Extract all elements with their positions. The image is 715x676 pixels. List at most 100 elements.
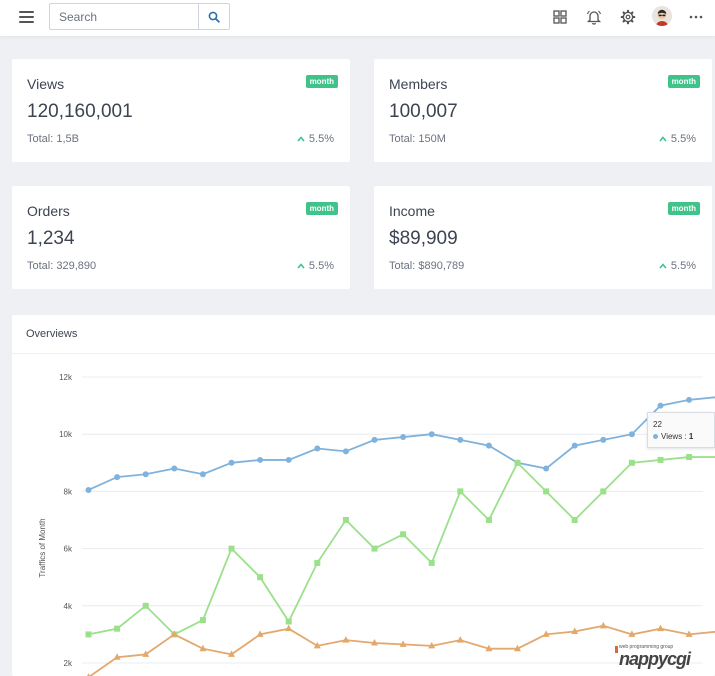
search-box — [49, 3, 230, 30]
stat-card-views: Views 120,160,001 Total: 1,5B month 5.5% — [12, 59, 350, 162]
data-point — [228, 650, 235, 657]
data-point — [456, 636, 464, 643]
data-point — [485, 442, 492, 449]
trend-value: 5.5% — [308, 260, 334, 272]
data-point — [142, 602, 149, 609]
stat-card-members: Members 100,007 Total: 150M month 5.5% — [374, 59, 712, 162]
stat-card-orders: Orders 1,234 Total: 329,890 month 5.5% — [12, 186, 350, 289]
stat-total: Total: $890,789 — [389, 260, 465, 272]
trend-indicator: 5.5% — [297, 133, 334, 145]
more-icon[interactable] — [687, 8, 705, 26]
period-badge: month — [305, 202, 338, 215]
data-point — [87, 673, 90, 676]
stat-total: Total: 329,890 — [27, 260, 97, 272]
trend-value: 5.5% — [308, 133, 334, 145]
watermark-name: nappycgi — [619, 649, 691, 669]
y-tick-label: 12k — [59, 373, 73, 382]
data-point — [514, 459, 521, 466]
data-point — [114, 474, 121, 481]
arrow-up-icon — [297, 263, 305, 269]
trend-indicator: 5.5% — [659, 260, 696, 272]
data-point — [170, 630, 178, 637]
tooltip-x-label: 22 — [653, 420, 662, 429]
data-point — [400, 531, 407, 538]
trend-value: 5.5% — [670, 133, 696, 145]
data-point — [686, 454, 693, 461]
tooltip-series-row: Views : 1 — [653, 432, 693, 441]
bell-icon[interactable] — [585, 8, 603, 26]
data-point — [285, 618, 292, 625]
tooltip-color-dot — [653, 434, 658, 439]
data-point — [199, 644, 207, 652]
data-point — [171, 465, 178, 472]
stat-title: Orders — [27, 203, 70, 219]
series-line — [88, 396, 715, 491]
data-point — [543, 465, 550, 472]
data-point — [256, 630, 264, 637]
data-point — [113, 653, 121, 660]
data-point — [657, 402, 664, 409]
data-point — [485, 644, 493, 652]
panel-title: Overviews — [26, 328, 78, 340]
data-point — [399, 640, 407, 647]
data-point — [314, 445, 321, 452]
data-point — [600, 488, 607, 495]
gear-icon[interactable] — [619, 8, 637, 26]
search-button[interactable] — [198, 4, 229, 29]
data-point — [85, 631, 92, 638]
data-point — [371, 545, 378, 552]
data-point — [685, 630, 693, 637]
data-point — [457, 488, 464, 495]
data-point — [199, 617, 206, 624]
data-point — [228, 459, 235, 466]
data-point — [628, 431, 635, 438]
data-point — [313, 641, 321, 649]
data-point — [543, 488, 550, 495]
arrow-up-icon — [659, 136, 667, 142]
stat-title: Members — [389, 76, 448, 92]
data-point — [628, 459, 635, 466]
data-point — [371, 436, 378, 443]
search-icon — [208, 11, 220, 23]
watermark-bar — [615, 646, 618, 653]
data-point — [142, 471, 149, 478]
data-point — [142, 650, 150, 657]
tooltip-value: 1 — [688, 432, 694, 441]
y-axis-label: Traffics of Month — [38, 518, 47, 577]
chart-tooltip: 22 Views : 1 — [647, 412, 715, 448]
tooltip-series-name: Views — [661, 432, 683, 441]
data-point — [571, 442, 578, 449]
top-bar — [0, 0, 715, 36]
data-point — [428, 559, 435, 566]
y-tick-label: 6k — [64, 545, 73, 554]
data-point — [85, 486, 92, 493]
data-point — [428, 641, 436, 649]
data-point — [314, 559, 321, 566]
data-point — [599, 621, 607, 629]
data-point — [571, 517, 578, 523]
data-point — [657, 456, 664, 463]
stat-total: Total: 150M — [389, 133, 446, 145]
stat-value: 120,160,001 — [27, 101, 133, 122]
stat-title: Income — [389, 203, 435, 219]
dashboard-grid-icon[interactable] — [551, 8, 569, 26]
data-point — [199, 471, 206, 478]
stat-title: Views — [27, 76, 65, 92]
data-point — [485, 517, 492, 523]
y-tick-label: 8k — [64, 487, 73, 496]
stat-card-income: Income $89,909 Total: $890,789 month 5.5… — [374, 186, 712, 289]
stat-value: 1,234 — [27, 228, 75, 249]
data-point — [342, 448, 349, 455]
arrow-up-icon — [659, 263, 667, 269]
period-badge: month — [667, 202, 700, 215]
trend-indicator: 5.5% — [297, 260, 334, 272]
search-input[interactable] — [50, 4, 198, 29]
avatar[interactable] — [652, 6, 672, 26]
stat-value: $89,909 — [389, 228, 458, 249]
data-point — [285, 456, 292, 463]
series-line — [88, 456, 715, 636]
y-tick-label: 2k — [64, 659, 73, 668]
menu-icon[interactable] — [19, 11, 34, 23]
data-point — [228, 545, 235, 552]
